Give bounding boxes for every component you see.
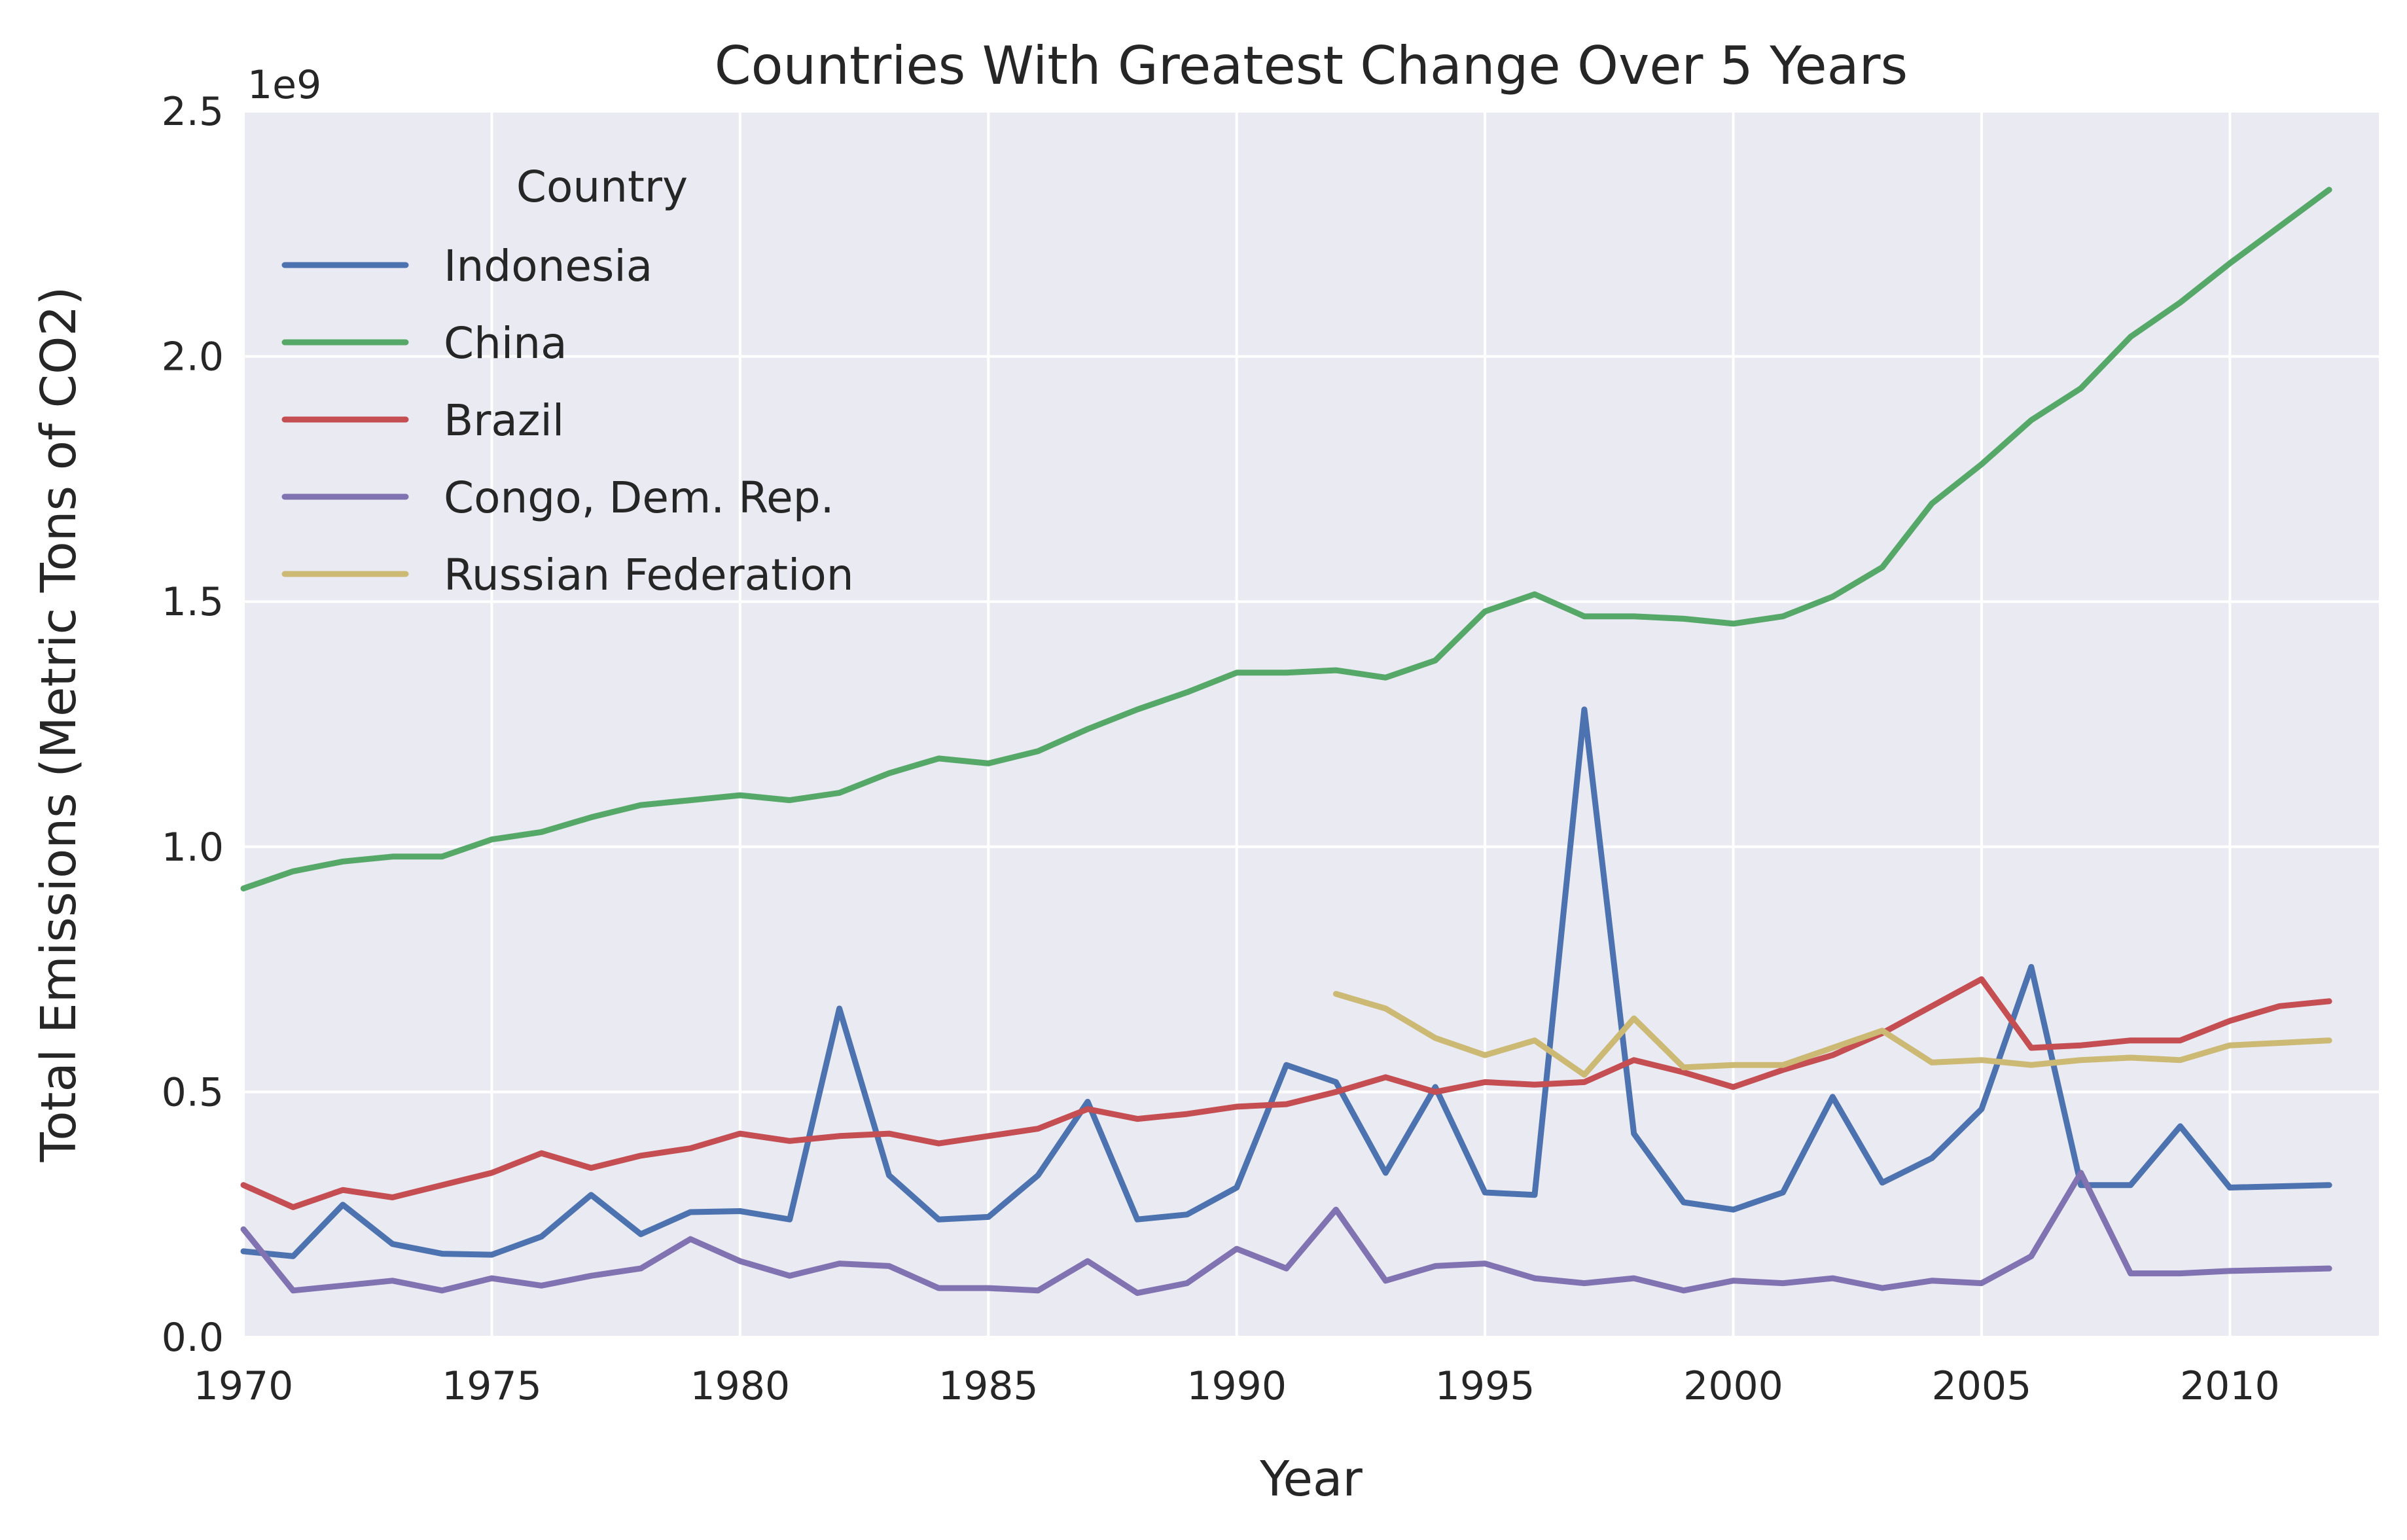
legend: Country Indonesia China Brazil Congo, Dem. … [281,162,854,600]
series-line-russian-federation [1332,991,2332,1078]
x-tick-label: 1995 [1435,1363,1535,1409]
series-line-indonesia [240,706,2332,1259]
x-tick-label: 1980 [690,1363,790,1409]
x-tick-label: 1970 [194,1363,294,1409]
y-tick-label: 0.5 [162,1069,224,1115]
series-line-congo-dem-rep [240,1170,2332,1297]
y-axis-ticks: 0.0 0.5 1.0 1.5 2.0 2.5 [162,89,224,1361]
y-tick-label: 1.5 [162,579,224,625]
series-lines [240,187,2332,1297]
legend-label: Russian Federation [444,550,854,600]
legend-title: Country [516,162,688,212]
gridlines [242,110,2379,1338]
x-axis-label: Year [1259,1451,1363,1507]
x-tick-label: 2005 [1932,1363,2032,1409]
legend-items: Indonesia China Brazil Congo, Dem. Rep. Russ… [281,241,854,600]
y-tick-label: 0.0 [162,1315,224,1361]
y-tick-label: 1.0 [162,825,224,870]
plot-area [243,111,2379,1337]
x-tick-label: 1985 [938,1363,1039,1409]
series-line-brazil [240,976,2332,1210]
legend-label: Indonesia [444,241,652,291]
x-axis-ticks: 1970 1975 1980 1985 1990 1995 2000 2005 2010 [194,1363,2280,1409]
legend-label: China [444,318,567,368]
y-tick-label: 2.0 [162,334,224,380]
y-axis-offset-label: 1e9 [247,62,321,108]
chart-title: Countries With Greatest Change Over 5 Ye… [715,35,1908,96]
x-tick-label: 2010 [2180,1363,2280,1409]
x-tick-label: 2000 [1683,1363,1783,1409]
y-tick-label: 2.5 [162,89,224,135]
legend-label: Brazil [444,395,564,446]
y-axis-label: Total Emissions (Metric Tons of CO2) [31,287,87,1163]
x-tick-label: 1990 [1186,1363,1287,1409]
x-tick-label: 1975 [442,1363,542,1409]
series-line-china [240,187,2332,891]
legend-label: Congo, Dem. Rep. [444,473,834,523]
